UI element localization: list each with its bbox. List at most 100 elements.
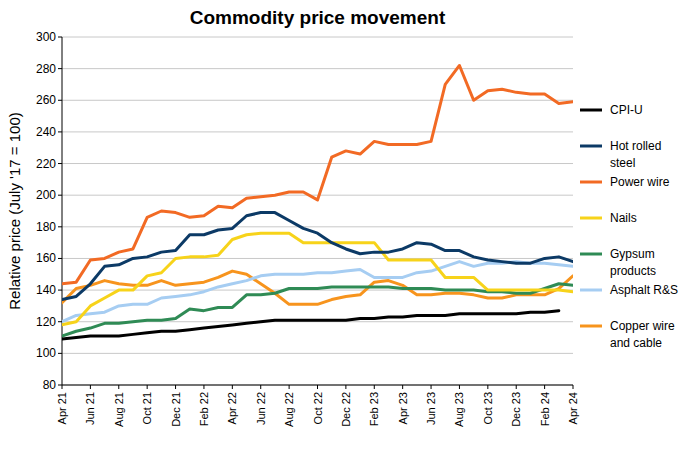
legend-swatch	[580, 109, 602, 112]
x-tick	[175, 385, 176, 389]
x-tick-label: Apr 24	[567, 392, 579, 424]
legend-swatch	[580, 325, 602, 328]
legend-label-line: and cable	[610, 336, 662, 350]
y-tick-label: 260	[36, 93, 56, 107]
chart: Commodity price movement Relative price (…	[0, 0, 696, 450]
y-tick-label: 200	[36, 188, 56, 202]
y-tick-label: 220	[36, 157, 56, 171]
y-tick	[58, 131, 62, 132]
y-tick	[58, 195, 62, 196]
x-tick-label: Jun 21	[84, 392, 96, 425]
legend-swatch	[580, 289, 602, 292]
x-tick-label: Jun 22	[255, 392, 267, 425]
x-tick-label: Oct 23	[482, 392, 494, 424]
grid-line	[62, 100, 573, 101]
y-tick	[58, 100, 62, 101]
x-tick-label: Feb 22	[198, 392, 210, 426]
legend-label-line: Hot rolled	[610, 139, 661, 153]
legend-label: Power wire	[610, 175, 670, 189]
y-tick-label: 300	[36, 30, 56, 44]
legend-label-line: Asphalt R&S	[610, 283, 678, 297]
x-tick	[431, 385, 432, 389]
grid-line	[62, 163, 573, 164]
x-tick-label: Dec 21	[170, 392, 182, 427]
x-tick	[232, 385, 233, 389]
y-tick	[58, 258, 62, 259]
x-tick	[573, 385, 574, 389]
x-tick	[487, 385, 488, 389]
legend-label: Asphalt R&S	[610, 283, 678, 297]
x-tick-label: Oct 21	[141, 392, 153, 424]
x-tick	[118, 385, 119, 389]
y-tick	[58, 163, 62, 164]
x-tick	[90, 385, 91, 389]
x-tick	[260, 385, 261, 389]
x-tick	[459, 385, 460, 389]
legend-label: Gypsum products	[610, 247, 656, 278]
x-tick-label: Feb 24	[539, 392, 551, 426]
y-tick	[58, 37, 62, 38]
grid-line	[62, 353, 573, 354]
legend-label: Hot rolled steel	[610, 139, 661, 170]
x-tick-label: Aug 23	[453, 392, 465, 427]
legend-swatch	[580, 181, 602, 184]
x-tick-label: Apr 23	[397, 392, 409, 424]
x-tick-label: Dec 23	[510, 392, 522, 427]
series-line	[62, 311, 559, 339]
legend-label: Nails	[610, 211, 637, 225]
y-axis	[62, 37, 63, 385]
x-tick-label: Apr 21	[56, 392, 68, 424]
y-tick-label: 160	[36, 251, 56, 265]
x-tick	[317, 385, 318, 389]
x-tick	[289, 385, 290, 389]
y-tick-label: 280	[36, 62, 56, 76]
y-tick-label: 140	[36, 283, 56, 297]
x-tick-label: Jun 23	[425, 392, 437, 425]
x-tick	[203, 385, 204, 389]
x-tick	[345, 385, 346, 389]
y-tick	[58, 290, 62, 291]
x-tick-label: Aug 21	[113, 392, 125, 427]
legend-label-line: CPI-U	[610, 103, 643, 117]
legend-swatch	[580, 217, 602, 220]
legend-label: CPI-U	[610, 103, 643, 117]
y-tick-label: 120	[36, 315, 56, 329]
x-tick	[374, 385, 375, 389]
x-tick-label: Aug 22	[283, 392, 295, 427]
legend-label-line: Gypsum	[610, 247, 655, 261]
series-line	[62, 65, 573, 283]
y-tick	[58, 68, 62, 69]
y-tick-label: 180	[36, 220, 56, 234]
legend-label-line: Nails	[610, 211, 637, 225]
y-tick-label: 240	[36, 125, 56, 139]
title: Commodity price movement	[190, 7, 446, 28]
legend-swatch	[580, 145, 602, 148]
x-tick	[544, 385, 545, 389]
legend-label-line: Power wire	[610, 175, 670, 189]
grid-line	[62, 37, 573, 38]
series-line	[62, 233, 573, 325]
legend: CPI-U Hot rolled steel Power wire Nails Gypsu…	[580, 103, 678, 350]
legend-label-line: steel	[610, 156, 635, 170]
legend-label-line: products	[610, 264, 656, 278]
x-tick-label: Dec 22	[340, 392, 352, 427]
legend-label: Copper wire and cable	[610, 319, 675, 350]
x-tick	[62, 385, 63, 389]
lines	[62, 65, 573, 339]
legend-label-line: Copper wire	[610, 319, 675, 333]
x-tick	[516, 385, 517, 389]
grid-line	[62, 226, 573, 227]
x-tick-label: Oct 22	[312, 392, 324, 424]
legend-swatch	[580, 253, 602, 256]
grid-line	[62, 131, 573, 132]
y-tick	[58, 226, 62, 227]
grid-line	[62, 68, 573, 69]
y-tick	[58, 353, 62, 354]
x-tick-label: Apr 22	[226, 392, 238, 424]
y-tick	[58, 385, 62, 386]
y-tick-label: 80	[43, 378, 57, 392]
y-axis-label: Relative price (July '17 = 100)	[6, 112, 23, 310]
grid	[62, 37, 573, 385]
series-line	[62, 213, 573, 300]
y-tick-label: 100	[36, 346, 56, 360]
